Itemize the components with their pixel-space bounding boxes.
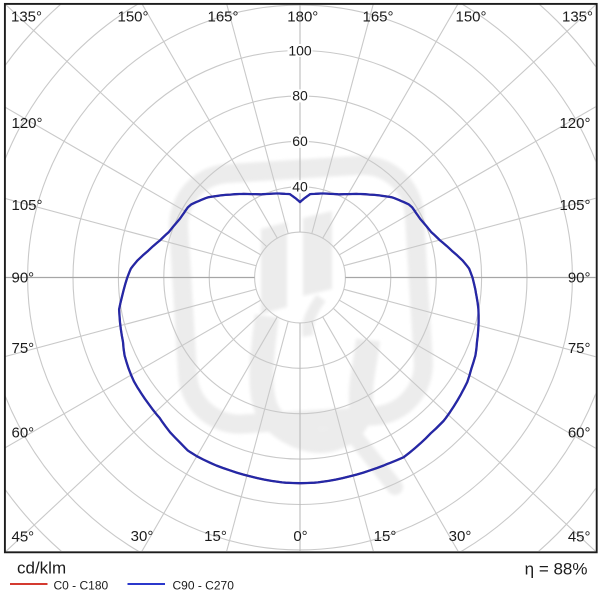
- svg-text:150°: 150°: [117, 8, 148, 25]
- svg-text:105°: 105°: [559, 197, 590, 214]
- svg-text:60°: 60°: [568, 425, 591, 442]
- svg-text:80: 80: [292, 88, 308, 104]
- svg-text:105°: 105°: [12, 197, 43, 214]
- svg-text:15°: 15°: [204, 528, 227, 545]
- svg-text:0°: 0°: [293, 528, 307, 545]
- svg-text:15°: 15°: [374, 528, 397, 545]
- svg-text:C90 - C270: C90 - C270: [173, 578, 235, 592]
- svg-text:40: 40: [292, 179, 308, 195]
- svg-text:100: 100: [288, 42, 312, 58]
- svg-text:η = 88%: η = 88%: [525, 560, 588, 579]
- svg-text:90°: 90°: [12, 270, 35, 287]
- svg-text:45°: 45°: [12, 529, 35, 546]
- svg-text:75°: 75°: [12, 340, 35, 357]
- svg-text:90°: 90°: [568, 270, 591, 287]
- svg-text:135°: 135°: [562, 8, 593, 25]
- svg-text:165°: 165°: [207, 8, 238, 25]
- svg-text:60: 60: [292, 133, 308, 149]
- svg-text:60°: 60°: [12, 425, 35, 442]
- svg-text:30°: 30°: [449, 528, 472, 545]
- svg-text:75°: 75°: [568, 340, 591, 357]
- svg-text:150°: 150°: [455, 8, 486, 25]
- svg-text:30°: 30°: [131, 528, 154, 545]
- svg-text:165°: 165°: [362, 8, 393, 25]
- svg-text:135°: 135°: [11, 8, 42, 25]
- svg-text:120°: 120°: [12, 115, 43, 132]
- svg-text:180°: 180°: [287, 8, 318, 25]
- svg-text:120°: 120°: [559, 115, 590, 132]
- svg-text:cd/klm: cd/klm: [17, 559, 66, 578]
- svg-text:C0 - C180: C0 - C180: [54, 578, 109, 592]
- svg-text:45°: 45°: [568, 529, 591, 546]
